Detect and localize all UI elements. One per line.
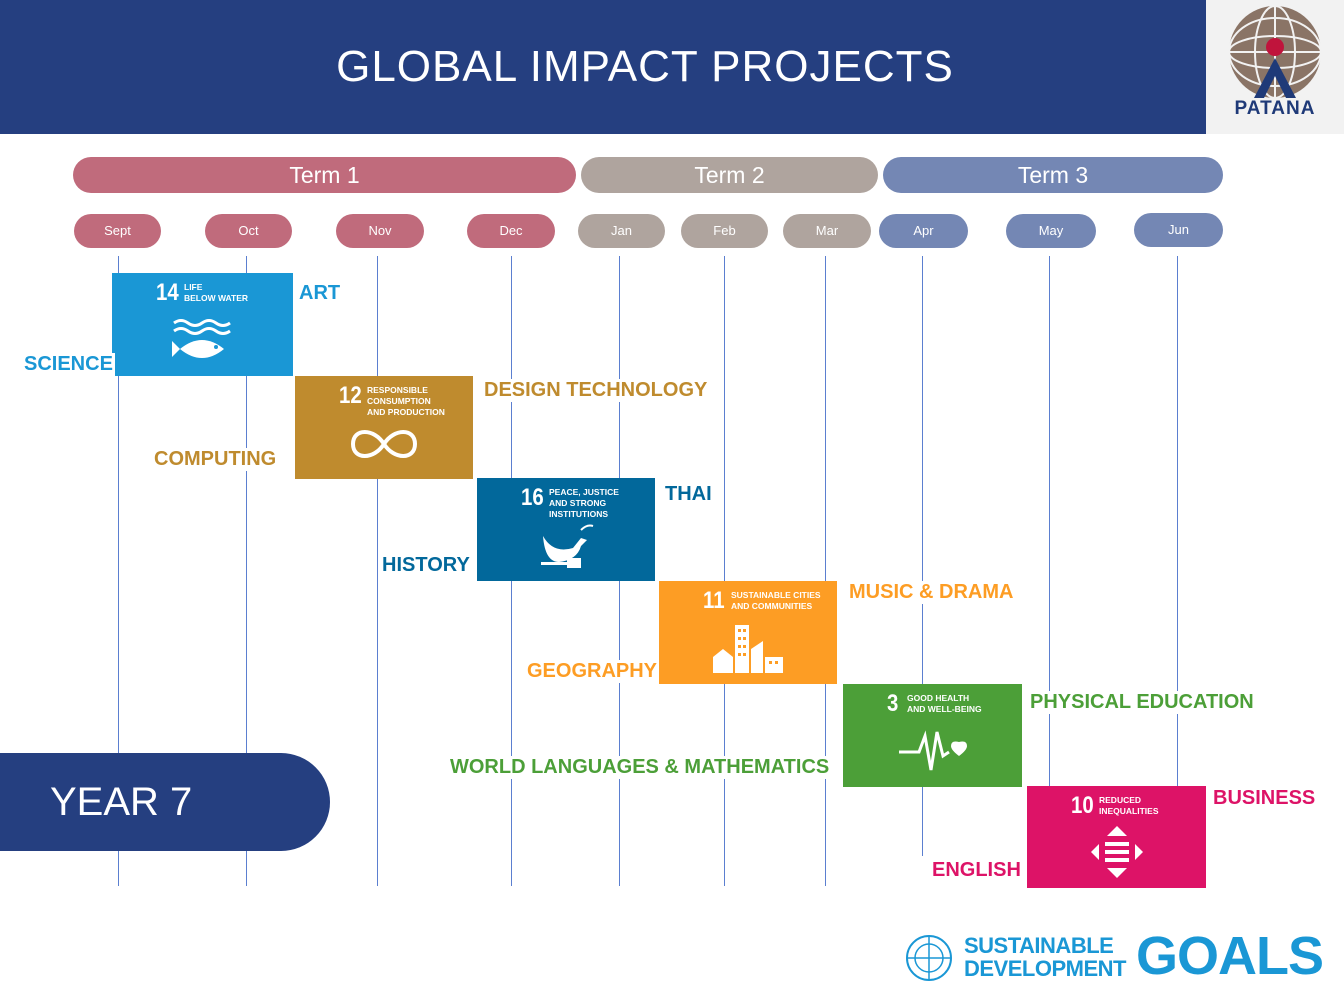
- goal-14-tile: 14 LIFE BELOW WATER: [112, 273, 293, 376]
- arrows-icon: [1091, 826, 1143, 878]
- sdg-logo: SUSTAINABLE DEVELOPMENT GOALS: [900, 926, 1324, 986]
- timeline-line-sept: [118, 256, 119, 886]
- month-jan: Jan: [578, 214, 665, 248]
- subject-art: ART: [297, 282, 343, 305]
- goal-title: GOOD HEALTH AND WELL-BEING: [907, 693, 982, 714]
- subject-geography: GEOGRAPHY: [525, 660, 660, 683]
- subject-history: HISTORY: [380, 554, 472, 577]
- term-2-pill: Term 2: [581, 157, 878, 193]
- goal-number: 11: [703, 587, 725, 614]
- subject-computing: COMPUTING: [152, 448, 279, 471]
- term-1-pill: Term 1: [73, 157, 576, 193]
- heartbeat-icon: [899, 730, 967, 771]
- subject-physical-education: PHYSICAL EDUCATION: [1028, 691, 1256, 714]
- goal-10-tile: 10 REDUCED INEQUALITIES: [1027, 786, 1206, 888]
- month-feb: Feb: [681, 214, 768, 248]
- month-sept: Sept: [74, 214, 161, 248]
- subject-world-languages-math: WORLD LANGUAGES & MATHEMATICS: [448, 756, 832, 779]
- fish-icon: [172, 319, 231, 358]
- term-3-pill: Term 3: [883, 157, 1223, 193]
- timeline-line-apr: [922, 256, 923, 856]
- month-dec: Dec: [467, 214, 555, 248]
- goal-11-tile: 11 SUSTAINABLE CITIES AND COMMUNITIES: [659, 581, 837, 684]
- month-nov: Nov: [336, 214, 424, 248]
- subject-music-drama: MUSIC & DRAMA: [847, 581, 1016, 604]
- month-apr: Apr: [879, 214, 968, 248]
- patana-logo: PATANA: [1206, 0, 1344, 134]
- goal-number: 16: [521, 484, 544, 511]
- year-banner: YEAR 7: [0, 753, 330, 851]
- month-jun: Jun: [1134, 213, 1223, 247]
- un-emblem-icon: [906, 935, 952, 981]
- sdg-goals-word: GOALS: [1136, 926, 1324, 986]
- timeline-line-feb: [724, 256, 725, 886]
- goal-title: REDUCED INEQUALITIES: [1099, 795, 1159, 816]
- goal-12-tile: 12 RESPONSIBLE CONSUMPTION AND PRODUCTIO…: [295, 376, 473, 479]
- sdg-line-2: DEVELOPMENT: [964, 956, 1126, 981]
- globe-logo-icon: [1228, 5, 1322, 99]
- goal-title: RESPONSIBLE CONSUMPTION AND PRODUCTION: [367, 385, 445, 417]
- month-mar: Mar: [783, 214, 871, 248]
- goal-number: 14: [156, 279, 179, 306]
- infinity-icon: [350, 430, 418, 458]
- timeline-line-may: [1049, 256, 1050, 786]
- dove-icon: [541, 524, 594, 568]
- timeline-line-oct: [246, 256, 247, 886]
- subject-thai: THAI: [663, 483, 714, 506]
- subject-business: BUSINESS: [1211, 787, 1318, 810]
- timeline-line-jun: [1177, 256, 1178, 786]
- city-icon: [713, 625, 783, 673]
- month-may: May: [1006, 214, 1096, 248]
- logo-text: PATANA: [1234, 98, 1316, 119]
- goal-number: 12: [339, 382, 362, 409]
- goal-number: 3: [887, 690, 899, 717]
- goal-title: LIFE BELOW WATER: [184, 282, 249, 303]
- goal-title: SUSTAINABLE CITIES AND COMMUNITIES: [731, 590, 821, 611]
- header-banner: [0, 0, 1206, 134]
- goal-16-tile: 16 PEACE, JUSTICE AND STRONG INSTITUTION…: [477, 478, 655, 581]
- subject-english: ENGLISH: [930, 859, 1023, 882]
- year-label: YEAR 7: [50, 780, 193, 824]
- goal-title: PEACE, JUSTICE AND STRONG INSTITUTIONS: [549, 487, 619, 519]
- sdg-line-1: SUSTAINABLE: [964, 933, 1114, 958]
- timeline-line-mar: [825, 256, 826, 886]
- goal-number: 10: [1071, 792, 1094, 819]
- subject-design-technology: DESIGN TECHNOLOGY: [482, 379, 710, 402]
- goal-3-tile: 3 GOOD HEALTH AND WELL-BEING: [843, 684, 1022, 787]
- page-title: GLOBAL IMPACT PROJECTS: [336, 42, 954, 91]
- month-oct: Oct: [205, 214, 292, 248]
- timeline-line-nov: [377, 256, 378, 886]
- subject-science: SCIENCE: [22, 353, 115, 376]
